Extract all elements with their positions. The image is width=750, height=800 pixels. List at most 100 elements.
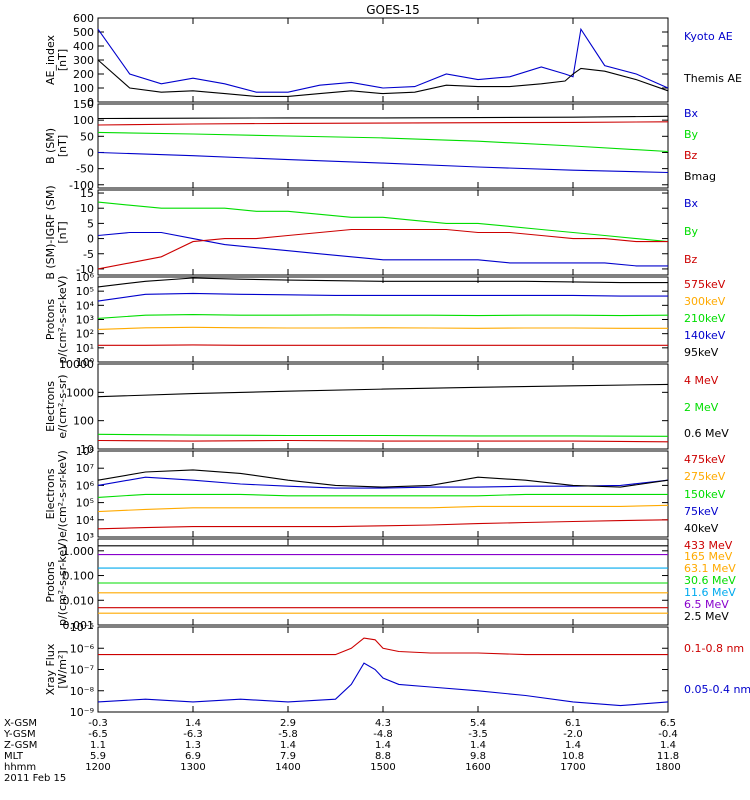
x-row-label: MLT xyxy=(4,751,24,762)
series-line-6-5 xyxy=(97,469,669,488)
y-axis-label: Protonsp/(cm²-s-sr-keV) xyxy=(44,538,69,626)
y-axis-label: B (SM)-IGRF (SM)[nT] xyxy=(44,185,69,279)
y-tick-label: 10³ xyxy=(76,531,94,544)
x-row-value: -2.0 xyxy=(563,729,583,740)
y-tick-label: -100 xyxy=(69,179,94,192)
legend-entry: 433 MeV xyxy=(684,539,733,552)
x-row-value: 2.9 xyxy=(280,718,296,729)
y-axis-label: Electronse/(cm²-s-sr) xyxy=(44,374,69,438)
y-axis-label: Electronse/(cm²-s-sr-keV) xyxy=(44,450,69,538)
series-line-2-3 xyxy=(97,121,669,126)
x-row-value: 1.4 xyxy=(470,740,486,751)
legend-entry: Kyoto AE xyxy=(684,30,733,43)
y-tick-label: 0.100 xyxy=(63,570,95,583)
y-tick-label: 100 xyxy=(73,415,94,428)
panel-frame xyxy=(97,626,669,713)
y-axis-label-line1: AE_index xyxy=(44,34,57,85)
series-line-3-1 xyxy=(97,231,668,267)
y-tick-label: 0 xyxy=(87,146,94,159)
series-line-3-2 xyxy=(97,201,669,243)
legend-entry: 11.6 MeV xyxy=(684,586,736,599)
y-axis-label-line2: p/(cm²-s-sr-keV) xyxy=(56,276,69,364)
y-axis-label-line1: B (SM)-IGRF (SM) xyxy=(44,185,57,279)
y-tick-label: 10 xyxy=(80,202,94,215)
y-tick-label: 0.010 xyxy=(63,594,95,607)
y-axis-label-line2: [W/m²] xyxy=(56,650,69,688)
series-line-4-5 xyxy=(97,277,668,288)
x-row-value: 1500 xyxy=(370,762,395,773)
y-tick-label: 10⁻⁹ xyxy=(70,706,94,719)
figure-title: GOES-15 xyxy=(366,3,420,17)
y-tick-label: 100 xyxy=(73,82,94,95)
series-line-3-3 xyxy=(97,228,668,270)
y-tick-label: 10 xyxy=(80,443,94,456)
x-row-value: 6.9 xyxy=(185,751,201,762)
legend-entry: 475keV xyxy=(684,453,726,466)
y-axis-label-line1: Xray Flux xyxy=(44,643,57,695)
series-line-5-1 xyxy=(97,439,669,443)
x-row-value: 1400 xyxy=(275,762,300,773)
legend-entry: 95keV xyxy=(684,346,719,359)
y-axis-label-line1: Electrons xyxy=(44,468,57,519)
legend-entry: Bz xyxy=(684,253,698,266)
legend-entry: 0.1-0.8 nm xyxy=(684,642,744,655)
y-tick-label: 10⁴ xyxy=(76,299,95,312)
series-line-8-1 xyxy=(98,637,668,656)
y-axis-label-line1: Protons xyxy=(44,561,57,602)
y-tick-label: 10² xyxy=(76,328,94,341)
x-row-value: 1.1 xyxy=(90,740,106,751)
x-row-value: 6.5 xyxy=(660,718,676,729)
series-line-4-2 xyxy=(97,326,668,330)
y-axis-label-line2: e/(cm²-s-sr-keV) xyxy=(56,450,69,538)
x-row-label: Y-GSM xyxy=(3,729,36,740)
y-tick-label: 10⁵ xyxy=(76,285,94,298)
x-row-value: 1.3 xyxy=(185,740,201,751)
legend-entry: Bx xyxy=(684,107,699,120)
x-row-value: -6.5 xyxy=(88,729,108,740)
series-line-4-4 xyxy=(97,292,668,302)
legend-entry: 40keV xyxy=(684,522,719,535)
legend-entry: 0.05-0.4 nm xyxy=(684,683,750,696)
panel-frame xyxy=(97,276,669,363)
legend-entry: By xyxy=(684,128,699,141)
x-row-value: 9.8 xyxy=(470,751,486,762)
x-row-value: 6.1 xyxy=(565,718,581,729)
legend-entry: 2.5 MeV xyxy=(684,610,729,623)
x-row-value: 1.4 xyxy=(280,740,296,751)
series-line-8-2 xyxy=(97,662,669,707)
panel-frame xyxy=(97,189,669,276)
y-tick-label: 15 xyxy=(80,187,94,200)
legend-entry: 2 MeV xyxy=(684,401,719,414)
y-tick-label: 10⁻⁵ xyxy=(70,621,94,634)
y-tick-label: 200 xyxy=(73,68,94,81)
y-tick-label: 10⁻⁶ xyxy=(70,642,95,655)
y-axis-label-line2: [nT] xyxy=(56,135,69,157)
x-row-value: -0.3 xyxy=(88,718,108,729)
x-row-value: -6.3 xyxy=(183,729,203,740)
x-row-value: 1.4 xyxy=(185,718,201,729)
x-row-value: 5.4 xyxy=(470,718,486,729)
x-row-value: -4.8 xyxy=(373,729,393,740)
x-row-value: 8.8 xyxy=(375,751,391,762)
x-row-value: 4.3 xyxy=(375,718,391,729)
x-row-value: -3.5 xyxy=(468,729,488,740)
y-tick-label: 10⁸ xyxy=(76,445,95,458)
y-tick-label: 10⁻⁸ xyxy=(70,685,95,698)
x-row-value: 1700 xyxy=(560,762,585,773)
legend-entry: 140keV xyxy=(684,329,726,342)
y-tick-label: 300 xyxy=(73,54,94,67)
series-line-1-1 xyxy=(97,27,669,93)
y-axis-label-line1: Electrons xyxy=(44,381,57,432)
legend-entry: 0.6 MeV xyxy=(684,427,729,440)
y-tick-label: 10¹ xyxy=(76,342,94,355)
y-tick-label: 0 xyxy=(87,96,94,109)
x-row-value: 11.8 xyxy=(657,751,679,762)
y-tick-label: 0 xyxy=(87,233,94,246)
legend-entry: 30.6 MeV xyxy=(684,574,736,587)
x-row-value: 1200 xyxy=(85,762,110,773)
panel-frame xyxy=(97,538,669,626)
x-row-value: 1800 xyxy=(655,762,680,773)
legend-entry: Bmag xyxy=(684,170,716,183)
x-row-value: 1.4 xyxy=(565,740,581,751)
